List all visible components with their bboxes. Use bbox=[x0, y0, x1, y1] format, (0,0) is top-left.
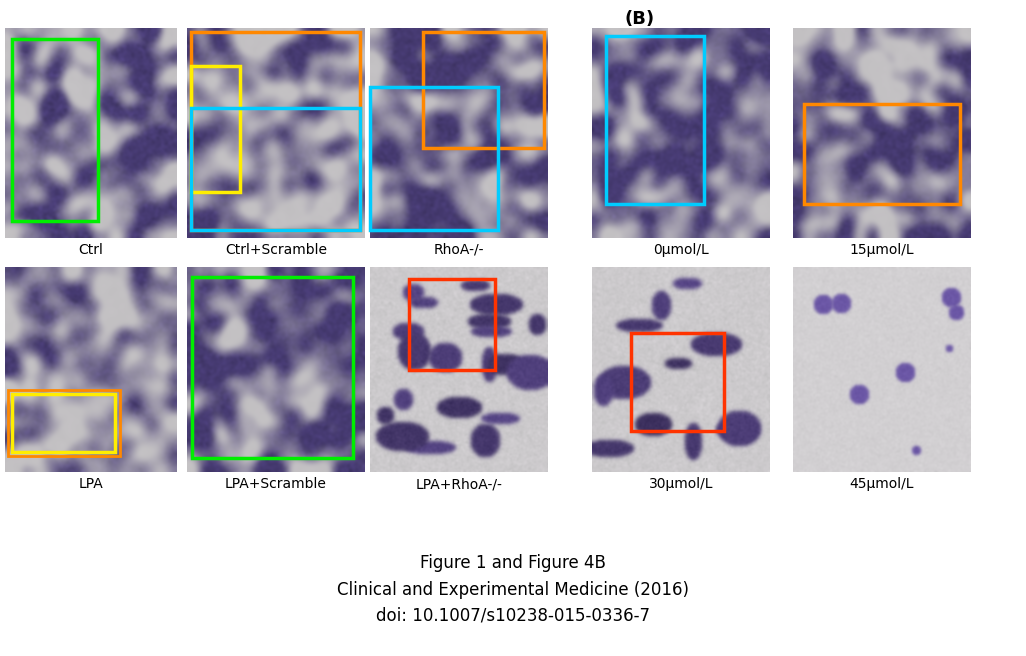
Text: Ctrl: Ctrl bbox=[79, 243, 104, 257]
Text: (B): (B) bbox=[625, 10, 655, 28]
Bar bbox=[370, 87, 499, 230]
Bar bbox=[8, 390, 120, 456]
Text: RhoA-/-: RhoA-/- bbox=[434, 243, 484, 257]
Bar bbox=[192, 277, 353, 458]
Bar bbox=[191, 108, 360, 230]
Bar bbox=[424, 32, 545, 148]
Bar bbox=[191, 66, 240, 192]
Text: Clinical and Experimental Medicine (2016): Clinical and Experimental Medicine (2016… bbox=[337, 581, 689, 598]
Bar bbox=[606, 36, 704, 205]
Bar bbox=[12, 394, 115, 451]
Text: LPA+Scramble: LPA+Scramble bbox=[225, 477, 327, 491]
Text: Figure 1 and Figure 4B: Figure 1 and Figure 4B bbox=[420, 554, 606, 572]
Bar bbox=[12, 39, 97, 221]
Text: 0μmol/L: 0μmol/L bbox=[654, 243, 709, 257]
Text: 45μmol/L: 45μmol/L bbox=[850, 477, 914, 491]
Text: LPA: LPA bbox=[79, 477, 104, 491]
Bar bbox=[631, 333, 723, 431]
Text: 15μmol/L: 15μmol/L bbox=[850, 243, 914, 257]
Text: Ctrl+Scramble: Ctrl+Scramble bbox=[225, 243, 327, 257]
Text: 30μmol/L: 30μmol/L bbox=[648, 477, 713, 491]
Text: LPA+RhoA-/-: LPA+RhoA-/- bbox=[416, 477, 503, 491]
Text: doi: 10.1007/s10238-015-0336-7: doi: 10.1007/s10238-015-0336-7 bbox=[376, 607, 650, 625]
Bar bbox=[803, 104, 960, 205]
Bar bbox=[409, 279, 495, 369]
